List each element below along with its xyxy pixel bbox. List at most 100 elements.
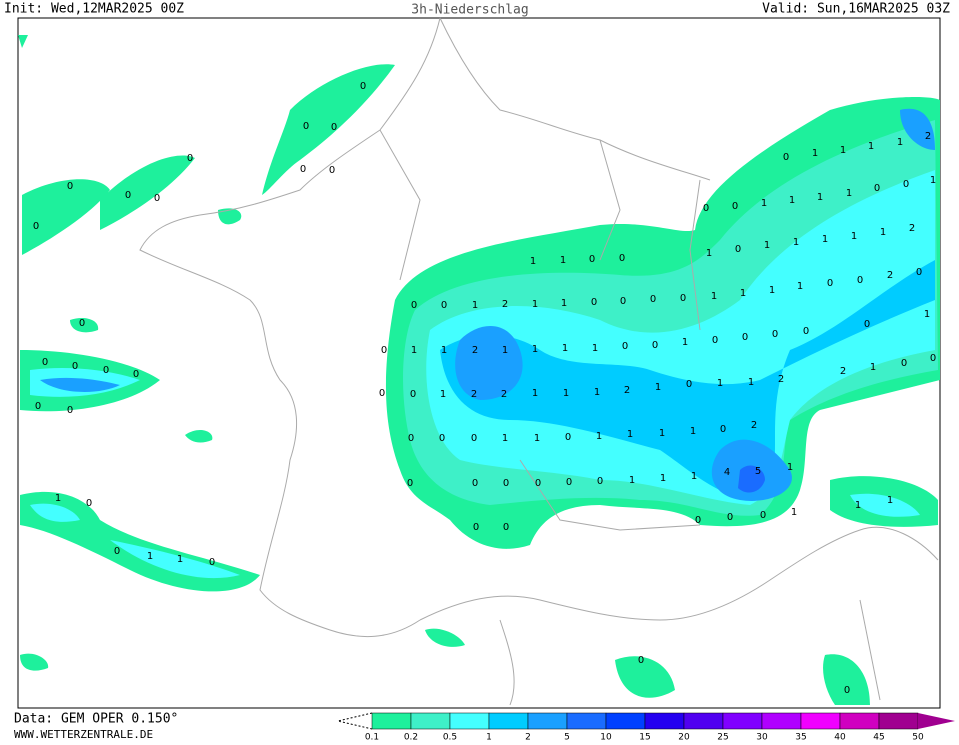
precip-label: 1 (791, 507, 797, 518)
precip-label: 0 (331, 122, 337, 133)
precip-label: 1 (851, 231, 857, 242)
precip-label: 0 (503, 478, 509, 489)
precip-label: 1 (532, 344, 538, 355)
precip-label: 2 (925, 131, 931, 142)
precip-label: 0 (33, 221, 39, 232)
precip-label: 0 (727, 512, 733, 523)
colorbar-tick-label: 40 (834, 733, 846, 742)
precip-label: 0 (930, 353, 936, 364)
colorbar-tick-label: 15 (639, 733, 650, 742)
map-labels: 0 0 0 0 0 0 0 0 0 0 0 0 0 0 0 0 0 1 1 0 0 0 0 1 2 1 1 0 0 0 0 0 1 1 2 1 1 1 1 0… (33, 81, 936, 696)
precip-label: 1 (793, 237, 799, 248)
precip-label: 0 (686, 379, 692, 390)
precip-label: 1 (629, 475, 635, 486)
colorbar-box (410, 712, 451, 730)
precip-label: 1 (690, 426, 696, 437)
precip-label: 0 (472, 478, 478, 489)
precip-label: 0 (622, 341, 628, 352)
precip-label: 0 (652, 340, 658, 351)
colorbar: 0.1 0.2 0.5 1 2 5 10 15 20 25 30 35 40 45 50 (337, 712, 955, 743)
precip-label: 0 (565, 432, 571, 443)
precip-label: 0 (760, 510, 766, 521)
colorbar-tick-label: 0.5 (443, 733, 457, 742)
colorbar-box (605, 712, 646, 730)
colorbar-tick-label: 45 (873, 733, 884, 742)
precip-label: 1 (870, 362, 876, 373)
precip-label: 0 (916, 267, 922, 278)
precip-label: 0 (187, 153, 193, 164)
map-title: 3h-Niederschlag (411, 3, 528, 18)
precip-label: 1 (659, 428, 665, 439)
precip-label: 1 (840, 145, 846, 156)
precip-label: 2 (778, 374, 784, 385)
precip-label: 1 (177, 554, 183, 565)
precip-label: 0 (650, 294, 656, 305)
precip-label: 1 (740, 288, 746, 299)
colorbar-box (761, 712, 802, 730)
colorbar-tick-label: 1 (486, 733, 492, 742)
precip-label: 1 (561, 298, 567, 309)
precip-label: 0 (303, 121, 309, 132)
precip-label: 1 (532, 299, 538, 310)
precip-label: 2 (471, 389, 477, 400)
precip-label: 0 (901, 358, 907, 369)
precip-label: 1 (562, 343, 568, 354)
precip-label: 1 (472, 300, 478, 311)
precip-label: 0 (844, 685, 850, 696)
precip-label: 1 (682, 337, 688, 348)
colorbar-tick-label: 20 (678, 733, 690, 742)
precip-label: 0 (72, 361, 78, 372)
precip-label: 1 (817, 192, 823, 203)
colorbar-box (488, 712, 529, 730)
precip-label: 0 (360, 81, 366, 92)
precip-label: 1 (534, 433, 540, 444)
colorbar-box (839, 712, 880, 730)
precip-label: 0 (597, 476, 603, 487)
precip-label: 0 (566, 477, 572, 488)
precip-label: 0 (154, 193, 160, 204)
precip-label: 0 (591, 297, 597, 308)
precip-label: 1 (711, 291, 717, 302)
precip-label: 1 (502, 345, 508, 356)
data-source: Data: GEM OPER 0.150° (14, 712, 178, 727)
colorbar-tick-label: 35 (795, 733, 806, 742)
precip-label: 0 (803, 326, 809, 337)
precip-label: 0 (411, 300, 417, 311)
precip-label: 0 (783, 152, 789, 163)
precip-label: 1 (440, 389, 446, 400)
colorbar-end (918, 713, 955, 729)
colorbar-box (683, 712, 724, 730)
precip-label: 0 (300, 164, 306, 175)
precip-label: 0 (42, 357, 48, 368)
precip-label: 2 (887, 270, 893, 281)
precip-label: 0 (209, 557, 215, 568)
precip-label: 5 (755, 466, 761, 477)
colorbar-box (722, 712, 763, 730)
precip-label: 1 (846, 188, 852, 199)
colorbar-tick-label: 30 (756, 733, 768, 742)
precip-label: 2 (909, 223, 915, 234)
precip-label: 0 (35, 401, 41, 412)
precip-label: 1 (706, 248, 712, 259)
precip-label: 0 (732, 201, 738, 212)
precip-label: 1 (924, 309, 930, 320)
colorbar-tick-label: 10 (600, 733, 612, 742)
precip-label: 0 (712, 335, 718, 346)
precip-label: 0 (857, 275, 863, 286)
precip-label: 1 (789, 195, 795, 206)
precip-label: 0 (535, 478, 541, 489)
precip-label: 1 (627, 429, 633, 440)
precip-label: 0 (620, 296, 626, 307)
precip-label: 0 (720, 424, 726, 435)
colorbar-box (527, 712, 568, 730)
precip-label: 0 (619, 253, 625, 264)
precip-label: 1 (897, 137, 903, 148)
precip-label: 2 (501, 389, 507, 400)
precip-label: 1 (797, 281, 803, 292)
precip-label: 0 (638, 655, 644, 666)
colorbar-tick-label: 50 (912, 733, 924, 742)
precip-label: 0 (441, 300, 447, 311)
precip-label: 1 (691, 471, 697, 482)
colorbar-box (878, 712, 919, 730)
precip-label: 0 (329, 165, 335, 176)
